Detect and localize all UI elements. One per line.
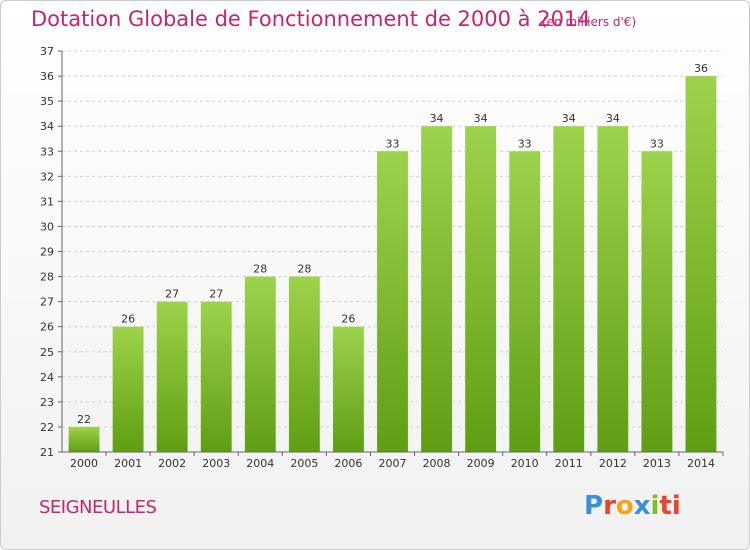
bar-value-label: 27 bbox=[209, 288, 223, 301]
bar-value-label: 26 bbox=[341, 313, 355, 326]
bar-value-label: 28 bbox=[297, 263, 311, 276]
y-tick-label: 24 bbox=[40, 371, 54, 384]
bars: 22 26 27 27 28 28 26 33 34 34 33 34 34 33 36 bbox=[68, 62, 717, 452]
x-tick-label: 2002 bbox=[158, 457, 186, 470]
proxiti-logo[interactable]: Proxiti bbox=[584, 491, 681, 521]
y-tick-label: 21 bbox=[40, 446, 54, 459]
bar bbox=[685, 76, 717, 452]
bar-value-label: 27 bbox=[165, 288, 179, 301]
logo-letter: P bbox=[584, 491, 604, 521]
x-tick-label: 2013 bbox=[643, 457, 671, 470]
bar bbox=[377, 151, 408, 452]
bar bbox=[421, 126, 452, 452]
bar bbox=[112, 326, 144, 452]
x-tick-label: 2011 bbox=[555, 457, 583, 470]
y-tick-label: 35 bbox=[40, 95, 54, 108]
axes: 21 22 23 24 25 26 27 28 29 30 31 32 33 34 35 36 37 2000 20… bbox=[40, 45, 724, 470]
y-tick-label: 29 bbox=[40, 246, 54, 259]
x-tick-label: 2006 bbox=[334, 457, 362, 470]
logo-letter: ti bbox=[659, 491, 681, 521]
y-tick-label: 22 bbox=[40, 421, 54, 434]
y-tick-label: 30 bbox=[40, 220, 54, 233]
bar bbox=[200, 301, 232, 452]
x-tick-label: 2012 bbox=[599, 457, 627, 470]
y-tick-label: 31 bbox=[40, 195, 54, 208]
bar bbox=[333, 326, 364, 452]
y-tick-label: 25 bbox=[40, 346, 54, 359]
bar-value-label: 33 bbox=[518, 137, 532, 150]
bar-value-label: 33 bbox=[386, 137, 400, 150]
bar-value-label: 28 bbox=[253, 263, 267, 276]
x-tick-label: 2004 bbox=[246, 457, 274, 470]
x-tick-label: 2005 bbox=[290, 457, 318, 470]
commune-name: SEIGNEULLES bbox=[39, 497, 157, 518]
logo-letter: o bbox=[615, 491, 634, 521]
y-tick-label: 32 bbox=[40, 170, 54, 183]
bar-value-label: 34 bbox=[474, 112, 488, 125]
logo-letter: x bbox=[633, 491, 651, 521]
y-tick-label: 36 bbox=[40, 70, 54, 83]
bar bbox=[641, 151, 673, 452]
chart-subtitle: (en milliers d'€) bbox=[542, 15, 637, 29]
bar-value-label: 26 bbox=[121, 313, 135, 326]
bar bbox=[597, 126, 629, 452]
bar-value-label: 22 bbox=[77, 413, 91, 426]
x-tick-label: 2008 bbox=[423, 457, 451, 470]
x-tick-label: 2003 bbox=[202, 457, 230, 470]
bar-value-label: 34 bbox=[562, 112, 576, 125]
bar bbox=[68, 426, 100, 452]
logo-letter: i bbox=[650, 491, 660, 521]
x-tick-label: 2007 bbox=[379, 457, 407, 470]
x-tick-label: 2000 bbox=[70, 457, 98, 470]
y-tick-label: 33 bbox=[40, 145, 54, 158]
x-tick-label: 2001 bbox=[114, 457, 142, 470]
logo-letter: r bbox=[603, 491, 616, 521]
bar-value-label: 33 bbox=[650, 137, 664, 150]
y-tick-label: 23 bbox=[40, 396, 54, 409]
chart-title: Dotation Globale de Fonctionnement de 20… bbox=[31, 7, 591, 31]
bar bbox=[288, 276, 320, 452]
bar bbox=[509, 151, 541, 452]
bar-value-label: 36 bbox=[694, 62, 708, 75]
x-tick-label: 2010 bbox=[511, 457, 539, 470]
bar bbox=[244, 276, 276, 452]
bar-value-label: 34 bbox=[606, 112, 620, 125]
bar bbox=[465, 126, 497, 452]
y-tick-label: 34 bbox=[40, 120, 54, 133]
y-tick-label: 27 bbox=[40, 296, 54, 309]
y-tick-label: 28 bbox=[40, 271, 54, 284]
x-tick-label: 2009 bbox=[467, 457, 495, 470]
bar bbox=[156, 301, 188, 452]
bar bbox=[553, 126, 585, 452]
y-tick-label: 37 bbox=[40, 45, 54, 58]
x-tick-label: 2014 bbox=[687, 457, 715, 470]
bar-value-label: 34 bbox=[430, 112, 444, 125]
y-tick-label: 26 bbox=[40, 321, 54, 334]
